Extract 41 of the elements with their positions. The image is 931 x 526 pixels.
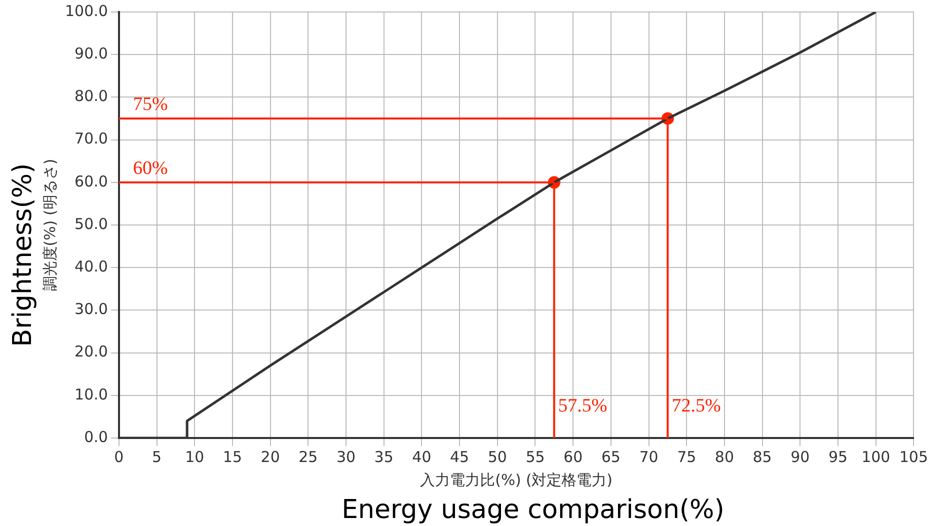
y-tick-label: 70.0 [74, 130, 108, 148]
y-tick-label: 10.0 [74, 385, 108, 404]
x-tick-label: 0 [114, 448, 124, 466]
x-tick-label: 85 [752, 448, 772, 466]
x-tick-label: 100 [862, 448, 890, 466]
y-tick-label: 60.0 [74, 172, 108, 190]
y-tick-label: 30.0 [74, 300, 108, 318]
x-tick-label: 5 [152, 448, 162, 466]
x-axis-title: 入力電力比(%) (対定格電力) [420, 470, 613, 489]
text: Brightness(%) [8, 163, 38, 347]
x-tick-label: 30 [336, 448, 356, 466]
x-tick-label: 60 [564, 448, 583, 466]
x-tick-label: 50 [488, 448, 507, 466]
x-tick-label: 10 [185, 448, 204, 466]
x-tick-label: 40 [412, 448, 432, 466]
y-tick-label: 80.0 [74, 87, 108, 106]
y-tick-label: 50.0 [74, 214, 108, 233]
y-tick-label: 100.0 [64, 2, 108, 20]
ref-line-label: 60% [132, 158, 168, 179]
x-tick-label: 105 [899, 448, 928, 466]
text: Energy usage comparison(%) [342, 494, 724, 525]
x-tick-label: 95 [828, 448, 848, 466]
x-tick-label: 75 [677, 448, 696, 466]
x-tick-label: 70 [639, 448, 658, 466]
x-tick-label: 65 [601, 448, 620, 466]
x-tick-label: 35 [374, 448, 394, 466]
x-tick-label: 90 [790, 448, 810, 466]
x-tick-label: 15 [222, 448, 242, 466]
ref-line-label: 57.5% [558, 395, 608, 416]
x-tick-label: 45 [450, 448, 470, 466]
x-tick-label: 20 [260, 448, 280, 466]
y-tick-label: 0.0 [84, 428, 108, 446]
x-tick-label: 80 [714, 448, 734, 466]
y-axis-title: 調光度(%) (明るさ) [40, 158, 59, 292]
y-tick-label: 20.0 [74, 342, 108, 361]
y-tick-label: 90.0 [74, 44, 108, 62]
y-tick-label: 40.0 [74, 257, 108, 276]
x-tick-label: 55 [526, 448, 545, 466]
x-tick-label: 25 [298, 448, 318, 466]
ref-line-label: 75% [132, 94, 168, 115]
ref-line-label: 72.5% [672, 395, 721, 416]
